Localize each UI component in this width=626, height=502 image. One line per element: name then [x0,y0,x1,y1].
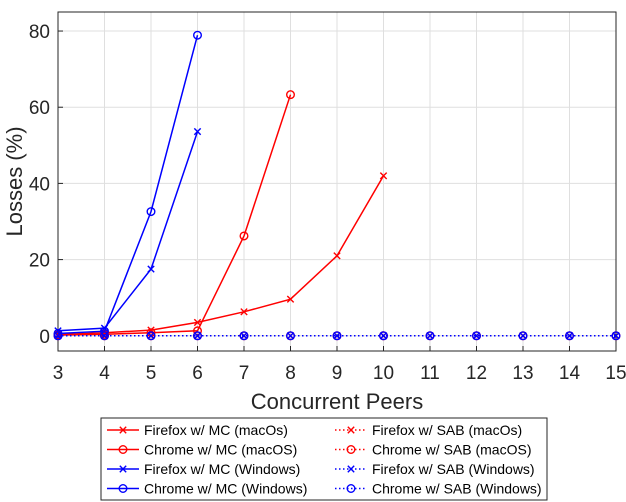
legend-item: Chrome w/ MC (macOS) [107,442,297,458]
legend-marker [118,445,128,455]
series-line [57,175,385,336]
x-tick-label: 9 [332,363,343,384]
x-tick-label: 14 [559,363,581,384]
data-point [99,331,109,341]
data-point [425,331,435,341]
data-point [565,332,574,340]
x-tick-label: 11 [420,363,440,384]
x-tick-label: 5 [146,363,157,384]
x-tick-label: 12 [466,363,487,384]
legend-item: Chrome w/ SAB (Windows) [335,481,542,497]
legend-label: Chrome w/ MC (macOS) [144,442,297,458]
legend-marker [119,465,127,473]
legend-marker [118,484,128,494]
data-point [612,332,620,340]
data-point [286,331,296,341]
legend-marker [347,426,355,434]
data-point [333,332,341,340]
x-tick-label: 3 [53,363,64,384]
data-point [239,231,249,241]
data-point [239,331,249,341]
series-2 [54,127,202,335]
data-point [193,127,202,136]
data-point [240,332,248,340]
data-point [472,331,482,341]
legend-label: Chrome w/ SAB (Windows) [372,481,542,497]
data-point [518,331,528,341]
x-tick-label: 8 [285,363,296,384]
data-point [193,318,202,327]
legend-label: Chrome w/ SAB (macOS) [372,442,531,458]
data-point [192,30,202,40]
series-7 [53,331,621,341]
y-tick-label: 40 [29,174,50,195]
data-point [286,295,295,303]
legend-label: Firefox w/ SAB (macOs) [372,422,522,438]
legend-item: Firefox w/ MC (macOs) [107,422,288,438]
legend-label: Firefox w/ MC (macOs) [144,422,288,438]
data-point [192,331,202,341]
x-tick-label: 13 [512,363,533,384]
series-line [57,94,292,336]
data-point [193,332,202,340]
series-1 [53,90,296,340]
series-group [53,30,621,341]
legend-label: Chrome w/ MC (Windows) [144,481,307,497]
data-point [146,331,156,341]
y-tick-label: 60 [29,98,50,119]
legend-item: Firefox w/ SAB (macOs) [335,422,522,438]
legend-marker [347,465,355,473]
legend-marker [119,426,127,434]
data-point [240,308,248,316]
x-axis-title: Concurrent Peers [251,389,423,414]
legend-marker [346,445,356,455]
x-tick-label: 6 [192,363,203,384]
series-line [57,35,199,335]
data-point [192,326,202,336]
data-point [565,331,575,341]
legend-label: Firefox w/ MC (Windows) [144,461,300,477]
data-point [146,207,156,217]
data-point [379,331,389,341]
y-tick-label: 0 [39,327,50,348]
legend-box [100,417,548,501]
y-tick-label: 80 [29,22,50,43]
legend-item: Firefox w/ MC (Windows) [107,461,300,477]
data-point [611,331,621,341]
data-point [332,331,342,341]
series-line [57,131,199,332]
y-axis-title: Losses (%) [2,126,27,236]
y-tick-label: 20 [29,251,50,272]
data-point [100,332,109,340]
x-tick-label: 15 [605,363,626,384]
data-point [53,331,63,341]
x-tick-label: 10 [373,363,394,384]
legend-item: Chrome w/ SAB (macOS) [335,442,531,458]
grid [57,12,617,351]
legend-label: Firefox w/ SAB (Windows) [372,461,535,477]
data-point [147,265,155,273]
legend-item: Chrome w/ MC (Windows) [107,481,307,497]
legend-item: Firefox w/ SAB (Windows) [335,461,535,477]
data-point [286,90,296,100]
x-tick-label: 7 [239,363,250,384]
x-tick-label: 4 [99,363,110,384]
data-point [333,252,341,260]
data-point [472,332,481,340]
data-point [379,172,388,180]
legend-marker [346,484,356,494]
legend: Firefox w/ MC (macOs) Chrome w/ MC (macOS… [100,417,548,501]
axis-ticks: 3 4 5 6 7 8 9 10 11 12 13 14 15 0 20 40 60 80 [29,22,626,384]
